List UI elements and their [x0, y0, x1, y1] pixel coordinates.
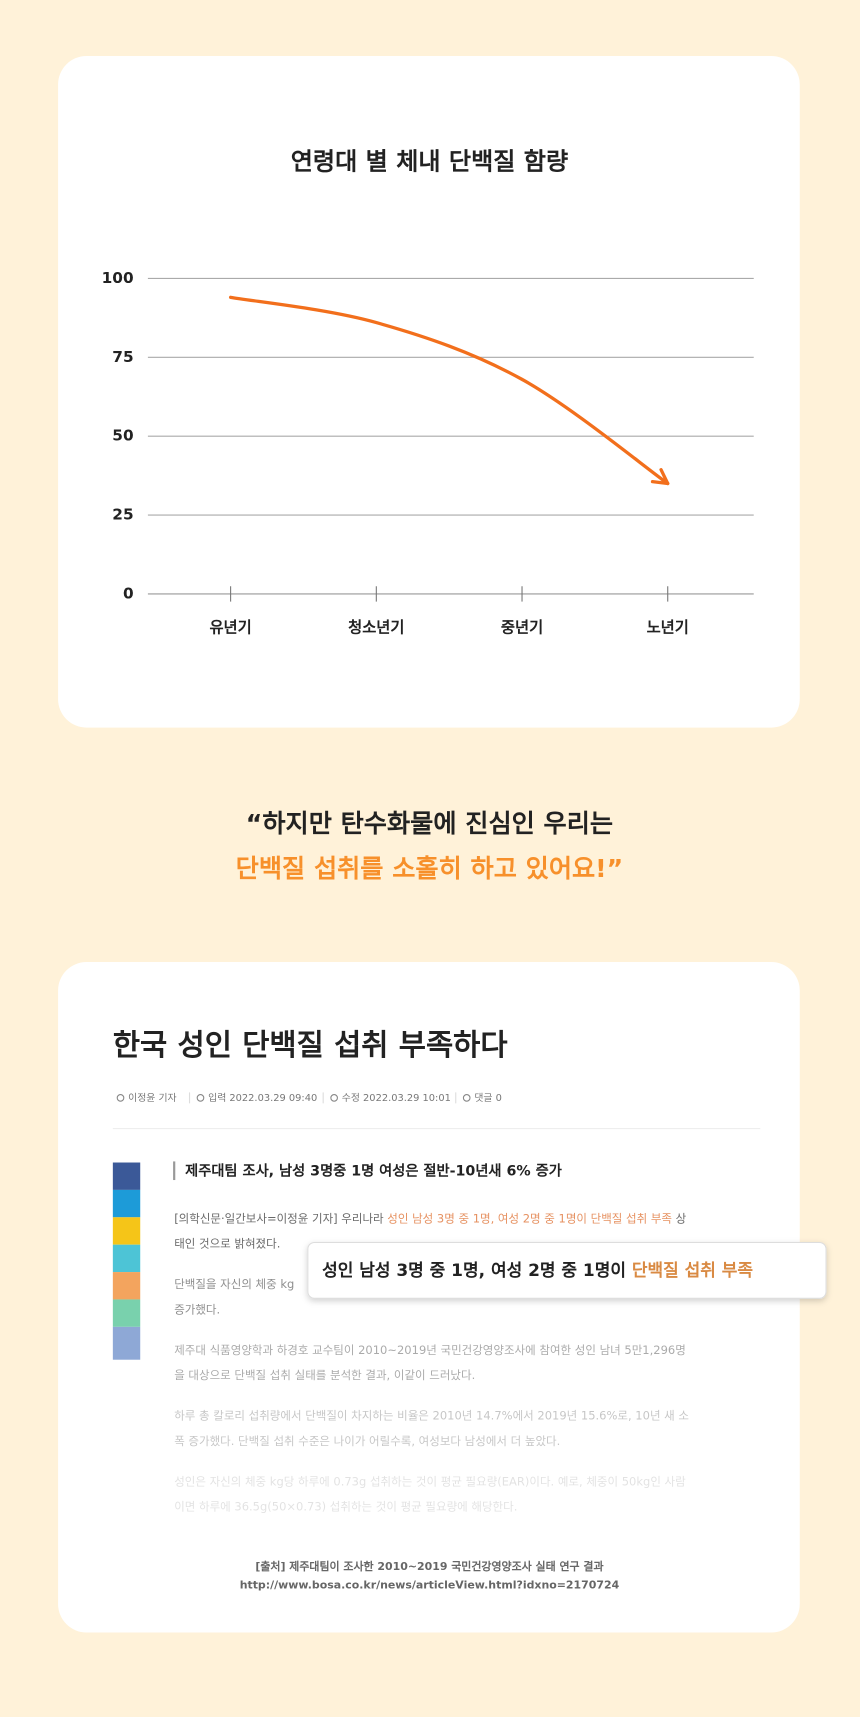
text-run: 증가했다.: [174, 1302, 220, 1316]
share-button[interactable]: [112, 1299, 141, 1327]
paragraph-line: 증가했다.: [174, 1302, 220, 1316]
paragraph-line: 성인은 자신의 체중 kg당 하루에 0.73g 섭취하는 것이 평균 필요량(…: [174, 1474, 686, 1488]
paragraph-line: 제주대 식품영양학과 하경호 교수팀이 2010~2019년 국민건강영양조사에…: [174, 1342, 686, 1356]
plot: 0 25 50 75 100 유년기 청소년기 중년기 노년기: [102, 269, 754, 636]
text-run: 폭 증가했다. 단백질 섭취 수준은 나이가 어릴수록, 여성보다 남성에서 더…: [174, 1433, 560, 1447]
article-subtitle: 제주대팀 조사, 남성 3명중 1명 여성은 절반-10년새 6% 증가: [185, 1161, 562, 1179]
chart-title: 연령대 별 체내 단백질 함량: [291, 147, 568, 175]
meta-item: 이정윤 기자: [128, 1092, 176, 1104]
meta-item: 수정 2022.03.29 10:01: [342, 1092, 451, 1104]
y-tick-label: 25: [112, 506, 133, 524]
paragraph-line: 을 대상으로 단백질 섭취 실태를 분석한 결과, 이같이 드러났다.: [174, 1368, 475, 1382]
quote-line: “하지만 탄수화물에 진심인 우리는: [246, 809, 613, 838]
callout: 성인 남성 3명 중 1명, 여성 2명 중 1명이 단백질 섭취 부족: [322, 1260, 753, 1281]
paragraph-line: 태인 것으로 밝혀졌다.: [174, 1236, 280, 1250]
paragraph-line: 하루 총 칼로리 섭취량에서 단백질이 차지하는 비율은 2010년 14.7%…: [174, 1408, 689, 1422]
x-tick-label: 유년기: [209, 618, 251, 636]
meta-item: 댓글 0: [474, 1092, 502, 1104]
y-tick-label: 50: [112, 427, 133, 445]
mail-button[interactable]: [112, 1272, 141, 1300]
facebook-button[interactable]: [112, 1162, 141, 1190]
y-tick-label: 0: [123, 584, 134, 602]
paragraphs: [의학신문·일간보사=이정윤 기자] 우리나라 성인 남성 3명 중 1명, 여…: [174, 1211, 689, 1513]
text-run: [의학신문·일간보사=이정윤 기자] 우리나라: [174, 1211, 387, 1225]
bookmark-button[interactable]: [112, 1326, 141, 1360]
meta-icon: [462, 1094, 471, 1102]
trend-line: [228, 295, 670, 486]
text-run: 을 대상으로 단백질 섭취 실태를 분석한 결과, 이같이 드러났다.: [174, 1368, 475, 1382]
text-run: 단백질을 자신의 체중 kg: [174, 1277, 294, 1291]
meta-icon: [116, 1094, 125, 1102]
chart-card: [58, 56, 800, 728]
y-tick-label: 75: [112, 348, 133, 366]
text-run: 태인 것으로 밝혀졌다.: [174, 1236, 280, 1250]
share-bar: [112, 1162, 141, 1360]
callout-text: 성인 남성 3명 중 1명, 여성 2명 중 1명이: [322, 1261, 632, 1281]
highlight-run: 성인 남성 3명 중 1명, 여성 2명 중 1명이 단백질 섭취 부족: [387, 1211, 672, 1225]
callout-highlight: 단백질 섭취 부족: [632, 1260, 753, 1281]
y-tick-label: 100: [102, 269, 134, 287]
text-run: 제주대 식품영양학과 하경호 교수팀이 2010~2019년 국민건강영양조사에…: [174, 1342, 686, 1356]
twitter-button[interactable]: [112, 1189, 141, 1218]
x-tick-label: 청소년기: [348, 618, 404, 636]
source: [출처] 제주대팀이 조사한 2010~2019 국민건강영양조사 실태 연구 …: [255, 1559, 603, 1573]
paragraph-line: [의학신문·일간보사=이정윤 기자] 우리나라 성인 남성 3명 중 1명, 여…: [174, 1211, 686, 1225]
kakao-button[interactable]: [112, 1217, 141, 1245]
paragraph-line: 이면 하루에 36.5g(50×0.73) 섭취하는 것이 평균 필요량에 해당…: [174, 1499, 517, 1513]
text-run: 이면 하루에 36.5g(50×0.73) 섭취하는 것이 평균 필요량에 해당…: [174, 1499, 517, 1513]
meta-icon: [330, 1094, 338, 1102]
source-url: http://www.bosa.co.kr/news/articleView.h…: [240, 1578, 620, 1591]
quote-line: 단백질 섭취를 소홀히 하고 있어요!”: [236, 854, 624, 883]
text-run: 하루 총 칼로리 섭취량에서 단백질이 차지하는 비율은 2010년 14.7%…: [174, 1408, 689, 1422]
meta-item: 입력 2022.03.29 09:40: [208, 1091, 317, 1104]
paragraph-line: 단백질을 자신의 체중 kg: [174, 1277, 294, 1291]
link-button[interactable]: [112, 1244, 141, 1273]
meta-icon: [196, 1094, 205, 1102]
paragraph-line: 폭 증가했다. 단백질 섭취 수준은 나이가 어릴수록, 여성보다 남성에서 더…: [174, 1433, 560, 1447]
x-tick-label: 노년기: [647, 618, 689, 636]
article-title: 한국 성인 단백질 섭취 부족하다: [113, 1028, 508, 1062]
text-run: 성인은 자신의 체중 kg당 하루에 0.73g 섭취하는 것이 평균 필요량(…: [174, 1474, 686, 1488]
meta: 이정윤 기자 입력 2022.03.29 09:40 수정 2022.03.29 1…: [116, 1091, 502, 1104]
x-tick-label: 중년기: [501, 618, 543, 636]
callout-box: [307, 1241, 827, 1299]
text-run: 상: [672, 1211, 687, 1225]
arrow-head: [650, 468, 670, 486]
